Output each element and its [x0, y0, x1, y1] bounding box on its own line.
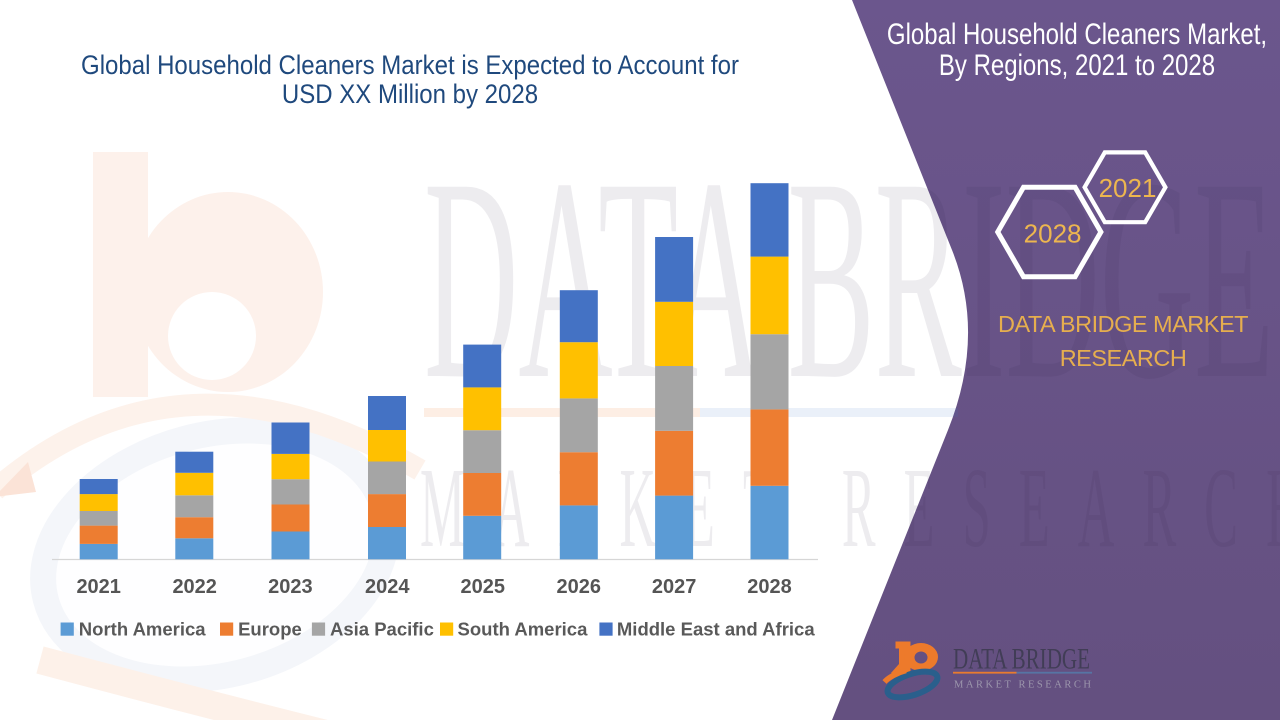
svg-text:2028: 2028	[1024, 219, 1082, 249]
svg-text:Asia Pacific: Asia Pacific	[330, 619, 434, 640]
svg-text:2026: 2026	[557, 576, 602, 598]
svg-text:2023: 2023	[268, 576, 313, 598]
svg-text:2022: 2022	[172, 576, 217, 598]
svg-text:Europe: Europe	[238, 619, 302, 640]
svg-text:2021: 2021	[76, 576, 121, 598]
svg-text:2024: 2024	[365, 576, 410, 598]
svg-text:DATA BRIDGE: DATA BRIDGE	[953, 644, 1090, 676]
svg-text:2021: 2021	[1099, 173, 1157, 203]
svg-text:North America: North America	[79, 619, 207, 640]
svg-text:Middle East and Africa: Middle East and Africa	[617, 619, 815, 640]
svg-text:2028: 2028	[747, 576, 792, 598]
svg-text:South America: South America	[458, 619, 589, 640]
svg-text:2025: 2025	[461, 576, 506, 598]
svg-text:MARKET RESEARCH: MARKET RESEARCH	[954, 680, 1091, 691]
svg-text:2027: 2027	[652, 576, 697, 598]
